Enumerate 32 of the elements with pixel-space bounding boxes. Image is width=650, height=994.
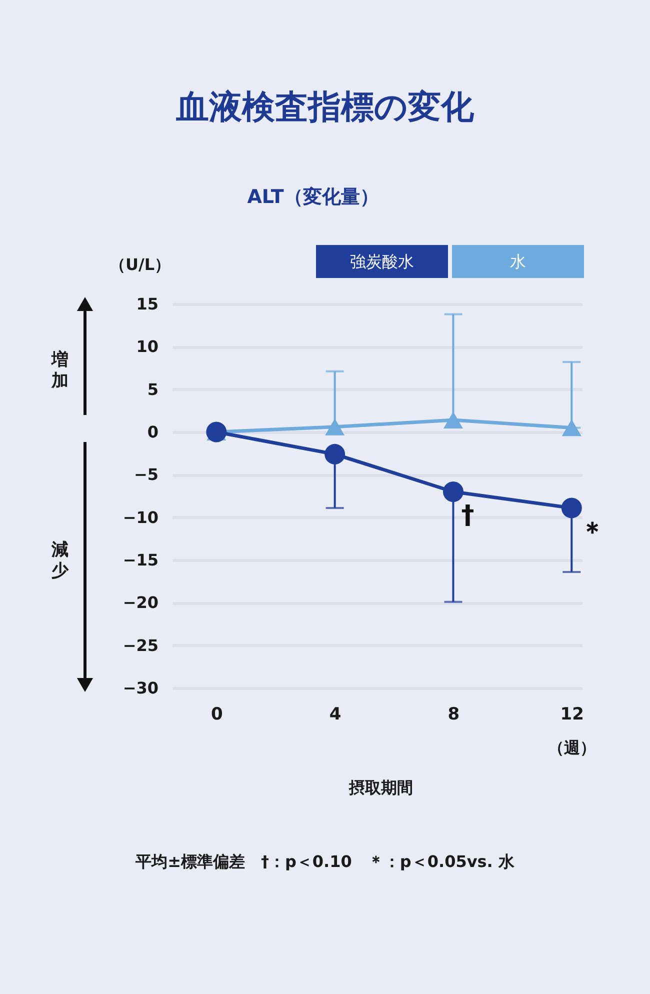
x-tick-label: 12 xyxy=(560,704,584,724)
point xyxy=(562,419,582,436)
text: 水 xyxy=(510,252,526,271)
y-tick-label: 10 xyxy=(136,337,158,356)
text: 強炭酸水 xyxy=(350,252,414,271)
y-tick-label: 15 xyxy=(136,294,158,314)
x-tick-label: 4 xyxy=(329,704,342,724)
chart-subtitle: ALT（変化量） xyxy=(247,186,379,208)
annotation: ＊ xyxy=(580,516,606,547)
y-axis-title: （U/L） xyxy=(109,255,171,274)
x-tick-label: 8 xyxy=(448,704,460,724)
text: （週） xyxy=(548,738,596,757)
y-tick-label: −25 xyxy=(122,636,158,655)
y-tick-label: −10 xyxy=(122,508,158,527)
text: 増加 xyxy=(50,349,68,391)
point xyxy=(324,444,346,464)
point xyxy=(443,412,463,428)
y-tick-label: 5 xyxy=(147,380,158,399)
chart-title: 血液検査指標の変化 xyxy=(175,87,475,126)
point xyxy=(325,418,345,436)
y-tick-label: −30 xyxy=(122,678,158,698)
text: 平均±標準偏差 †：p＜0.10 ＊：p＜0.05vs. 水 xyxy=(134,852,516,871)
point xyxy=(442,482,464,502)
y-tick-label: −5 xyxy=(134,465,158,484)
y-tick-label: 0 xyxy=(147,422,158,442)
text: 減少 xyxy=(50,540,70,581)
x-tick-label: 0 xyxy=(210,704,223,724)
annotation: † xyxy=(461,500,474,531)
y-tick-label: −20 xyxy=(122,593,158,612)
point xyxy=(561,498,582,518)
x-axis-title: 摂取期間 xyxy=(348,778,413,797)
y-tick-label: −15 xyxy=(122,550,158,570)
